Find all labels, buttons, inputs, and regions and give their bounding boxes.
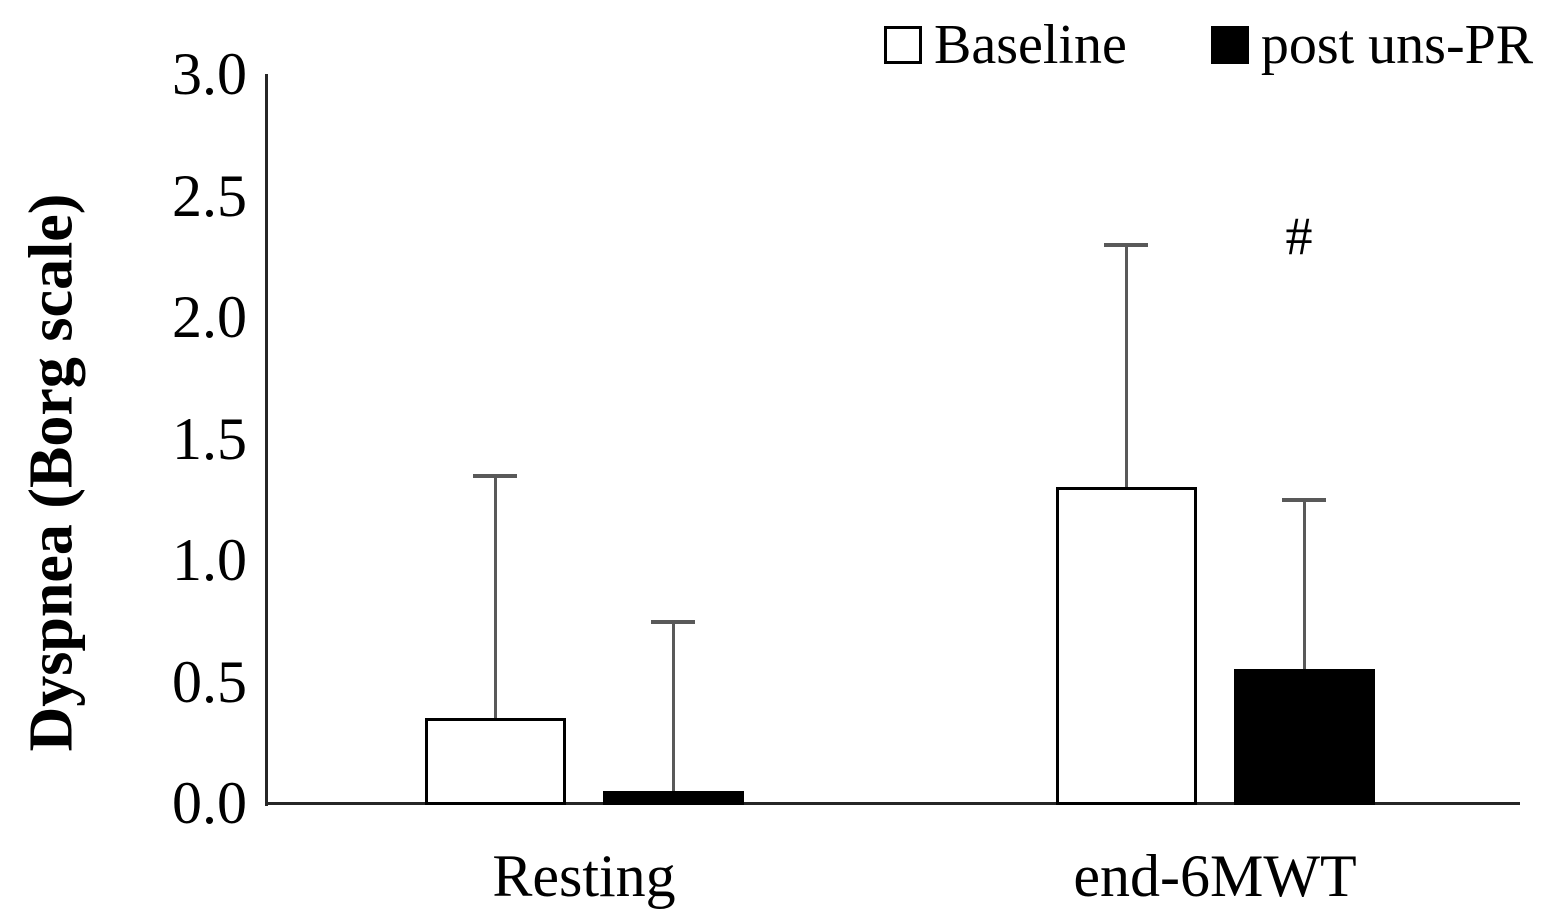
x-category-label: Resting: [492, 843, 676, 909]
legend-label: Baseline: [934, 14, 1127, 76]
y-tick-label: 2.5: [172, 162, 247, 229]
legend-item-baseline: Baseline: [884, 16, 1127, 74]
error-bar-line: [671, 620, 675, 791]
x-category-label: end-6MWT: [1073, 843, 1357, 909]
y-axis-line: [265, 74, 268, 806]
x-axis-line: [265, 802, 1520, 805]
error-bar-line: [1302, 499, 1306, 670]
error-bar-cap: [651, 619, 695, 624]
legend: Baseline post uns-PR: [884, 16, 1533, 74]
y-tick-label: 2.0: [172, 284, 247, 350]
error-bar-line: [493, 474, 497, 718]
bar-post-uns-pr-end-6mwt: [1233, 669, 1375, 805]
error-bar-cap: [1282, 498, 1326, 503]
bar-baseline-end-6mwt: [1055, 487, 1197, 805]
legend-item-post-uns-pr: post uns-PR: [1210, 14, 1534, 76]
error-bar-cap: [473, 473, 517, 478]
legend-marker-icon: [884, 26, 922, 64]
y-tick-label: 1.0: [172, 527, 247, 593]
error-bar-line: [1124, 244, 1128, 488]
bar-post-uns-pr-resting: [602, 790, 744, 805]
y-tick-label: 3.0: [172, 41, 247, 107]
legend-label: post uns-PR: [1260, 14, 1534, 76]
y-tick-label: 0.0: [172, 770, 247, 836]
legend-marker-icon: [1210, 26, 1249, 64]
y-tick-label: 0.5: [172, 648, 247, 715]
significance-marker: #: [1285, 205, 1313, 266]
bar-baseline-resting: [424, 717, 566, 805]
y-tick-label: 1.5: [172, 405, 247, 472]
error-bar-cap: [1104, 243, 1148, 248]
